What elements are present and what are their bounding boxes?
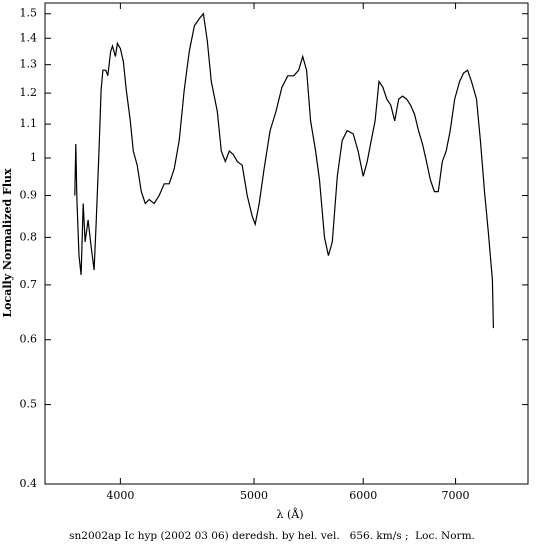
y-axis-label: Locally Normalized Flux	[1, 168, 14, 318]
y-tick-label: 0.7	[20, 278, 38, 291]
caption: sn2002ap Ic hyp (2002 03 06) deredsh. by…	[69, 530, 475, 542]
y-tick-label: 1.3	[20, 58, 38, 71]
y-tick-label: 0.5	[20, 398, 38, 411]
plot-frame	[44, 2, 529, 485]
y-tick-label: 1.1	[20, 117, 38, 130]
x-tick-label: 4000	[106, 489, 134, 502]
x-tick-label: 5000	[240, 489, 268, 502]
y-tick-label: 1.5	[20, 7, 38, 20]
spectrum-line	[74, 12, 494, 329]
y-tick-label: 0.6	[20, 333, 38, 346]
x-tick-label: 7000	[442, 489, 470, 502]
y-tick-label: 0.9	[20, 188, 38, 201]
y-tick-label: 0.4	[20, 477, 38, 490]
x-axis-label: λ (Å)	[277, 507, 304, 521]
x-tick-label: 6000	[349, 489, 377, 502]
y-tick-label: 1.4	[20, 31, 38, 44]
y-tick-label: 1	[30, 151, 37, 164]
y-tick-label: 1.2	[20, 86, 38, 99]
y-tick-label: 0.8	[20, 230, 38, 243]
